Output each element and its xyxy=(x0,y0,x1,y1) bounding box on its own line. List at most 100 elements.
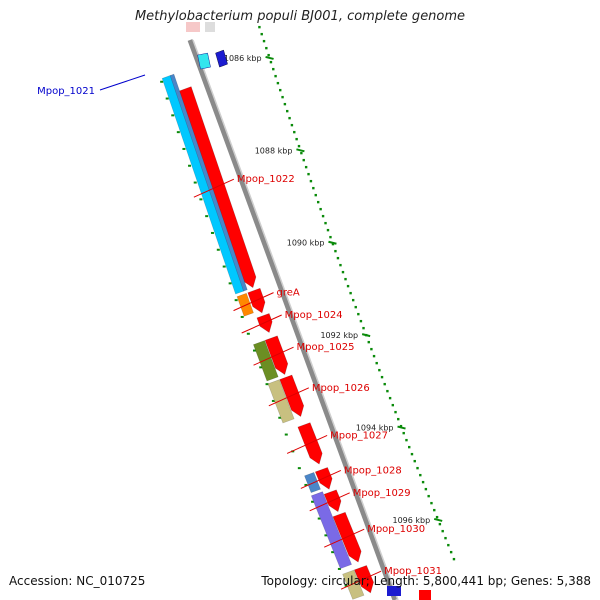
feature-track-dot xyxy=(205,215,209,218)
ruler-dot xyxy=(293,130,296,134)
feature-mpop-1021-cyan xyxy=(197,52,211,70)
topology-value: circular xyxy=(321,574,366,588)
gene-label-mpop_1025: Mpop_1025 xyxy=(297,342,355,353)
accession-info: Accession: NC_010725 xyxy=(9,574,145,588)
ruler-dot xyxy=(344,277,347,281)
feature-track-dot xyxy=(259,366,263,369)
ruler-dot xyxy=(304,165,308,169)
ruler-dot xyxy=(309,179,313,183)
gene-label-grea: greA xyxy=(277,288,300,299)
genes-value: 5,388 xyxy=(556,574,591,588)
category-band-khaki-2 xyxy=(342,569,365,600)
ruler-dot xyxy=(419,473,422,477)
ruler-dot xyxy=(288,116,291,120)
ruler-dot xyxy=(357,312,360,316)
category-band-steelblue-2 xyxy=(304,472,321,494)
bottom-fragment-blue xyxy=(387,586,401,596)
ruler-tick-label: 1086 kbp xyxy=(224,54,262,63)
accession-label: Accession: xyxy=(9,574,77,588)
feature-track-dot xyxy=(171,114,175,117)
ruler-dot xyxy=(372,354,376,358)
topology-label: Topology: xyxy=(261,574,322,588)
ruler-dot xyxy=(279,88,282,92)
ruler-dot xyxy=(286,109,289,113)
leader-line xyxy=(309,492,350,512)
feature-track-dot xyxy=(188,164,192,167)
leader-line xyxy=(300,469,342,489)
feature-track-dot xyxy=(216,248,220,251)
feature-track-dot xyxy=(228,282,232,285)
gene-label-mpop_1031: Mpop_1031 xyxy=(384,566,442,577)
feature-track-dot xyxy=(160,80,164,83)
ruler-dot xyxy=(383,382,386,386)
ruler-tick xyxy=(397,425,406,430)
feature-track-dot xyxy=(317,517,321,520)
ruler-dot xyxy=(336,256,340,260)
feature-track-dot xyxy=(253,349,257,352)
genome-backbone-highlight xyxy=(192,39,399,600)
feature-track-dot xyxy=(284,433,288,436)
feature-track-dot xyxy=(222,265,226,268)
feature-track-dot xyxy=(271,399,275,402)
category-band-orange xyxy=(236,292,254,317)
ruler-tick xyxy=(296,148,305,153)
ruler-dot xyxy=(324,221,327,225)
ruler-dot xyxy=(312,186,315,190)
ruler-dot xyxy=(444,536,447,540)
leader-line xyxy=(193,178,235,198)
genome-title: Methylobacterium populi BJ001, complete … xyxy=(134,9,466,24)
ruler-dot xyxy=(262,39,266,43)
ruler-dot xyxy=(386,389,389,393)
gene-label-mpop_1029: Mpop_1029 xyxy=(353,488,411,499)
feature-track-dot xyxy=(234,299,238,302)
ruler-dot xyxy=(276,81,280,85)
ruler-dot xyxy=(354,305,357,309)
ruler-dot xyxy=(438,522,442,526)
ruler-dot xyxy=(260,32,263,36)
gene-label-mpop_1026: Mpop_1026 xyxy=(312,383,370,394)
ruler-dot xyxy=(370,347,373,351)
accession-value: NC_010725 xyxy=(76,574,146,588)
length-label: ; Length: xyxy=(365,574,423,588)
feature-track-dot xyxy=(210,231,214,234)
feature-track-dot xyxy=(304,483,308,486)
leader-line xyxy=(99,74,146,91)
feature-track-dot xyxy=(199,198,203,201)
ruler-dot xyxy=(267,53,270,57)
ruler-dot xyxy=(435,515,439,519)
ruler-dot xyxy=(258,25,261,29)
ruler-dot xyxy=(399,424,403,428)
ruler-dot xyxy=(297,144,301,148)
feature-track-dot xyxy=(297,467,301,470)
ruler-dot xyxy=(290,123,294,127)
gene-label-mpop_1027: Mpop_1027 xyxy=(330,430,388,441)
bottom-fragment-red xyxy=(419,590,431,600)
ruler-dot xyxy=(421,480,425,484)
ruler-dot xyxy=(452,557,456,561)
gene-label-mpop_1028: Mpop_1028 xyxy=(344,465,402,476)
ruler-dot xyxy=(375,361,378,365)
ruler-tick-label: 1088 kbp xyxy=(255,146,293,155)
ruler-dot xyxy=(307,172,310,176)
ruler-tick-label: 1092 kbp xyxy=(320,331,358,340)
leader-line xyxy=(268,387,310,407)
ruler-dot xyxy=(408,445,411,449)
category-band-cyan xyxy=(161,74,245,295)
feature-track-dot xyxy=(337,567,341,570)
ruler-dot xyxy=(430,501,433,505)
ruler-tick-label: 1094 kbp xyxy=(356,424,394,433)
feature-track-dot xyxy=(246,332,250,335)
category-band-khaki xyxy=(267,379,295,424)
ruler-tick xyxy=(265,55,274,60)
ruler-dot xyxy=(265,46,268,50)
category-band-purple xyxy=(310,491,352,569)
feature-track-dot xyxy=(182,147,186,150)
feature-track-dot xyxy=(344,584,348,587)
ruler-dot xyxy=(326,228,330,232)
ruler-dot xyxy=(413,459,416,463)
ruler-dot xyxy=(433,508,436,512)
length-value: 5,800,441 bp xyxy=(422,574,503,588)
feature-track-dot xyxy=(193,181,197,184)
feature-track-dot xyxy=(331,551,335,554)
ruler-dot xyxy=(349,291,352,295)
